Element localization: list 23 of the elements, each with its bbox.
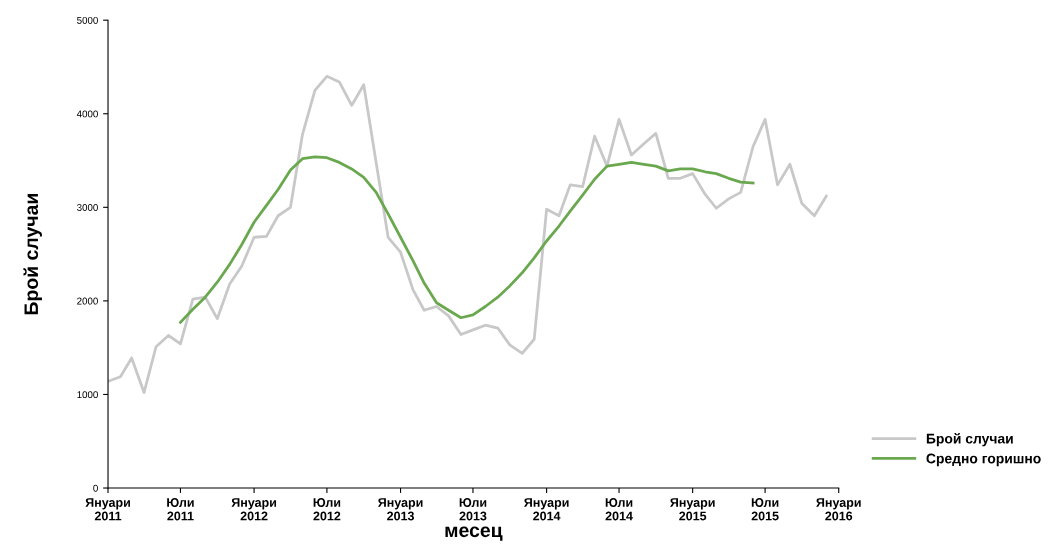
line-series	[108, 74, 828, 394]
x-tick-label: Януари 2012	[231, 498, 277, 521]
x-tick-label: Юли 2014	[605, 498, 633, 521]
x-tick-label: Януари 2016	[816, 498, 861, 521]
y-tick-label: 4000	[76, 110, 98, 118]
y-tick-label: 5000	[77, 16, 98, 24]
x-axis-title: месец	[445, 526, 503, 541]
y-tick-label: 1000	[77, 391, 98, 399]
y-tick-label: 2000	[77, 297, 98, 305]
legend-label: Брой случаи	[926, 433, 1013, 447]
x-tick-label: Януари 2014	[524, 498, 569, 521]
x-tick-label: Януари 2013	[377, 498, 423, 521]
legend-label: Средно горишно	[926, 453, 1041, 467]
y-axis-title: Брой случаи	[23, 194, 42, 315]
y-tick-label: 0	[93, 484, 98, 492]
line-series	[179, 155, 755, 324]
x-tick-label: Януари 2015	[670, 498, 715, 521]
x-tick-label: Юли 2015	[751, 498, 779, 521]
x-tick-label: Юли 2013	[459, 498, 487, 521]
y-tick-label: 3000	[77, 204, 98, 211]
x-tick-label: Януари 2011	[85, 498, 130, 521]
x-tick-label: Юли 2011	[167, 498, 194, 521]
x-tick-label: Юли 2012	[313, 498, 341, 521]
